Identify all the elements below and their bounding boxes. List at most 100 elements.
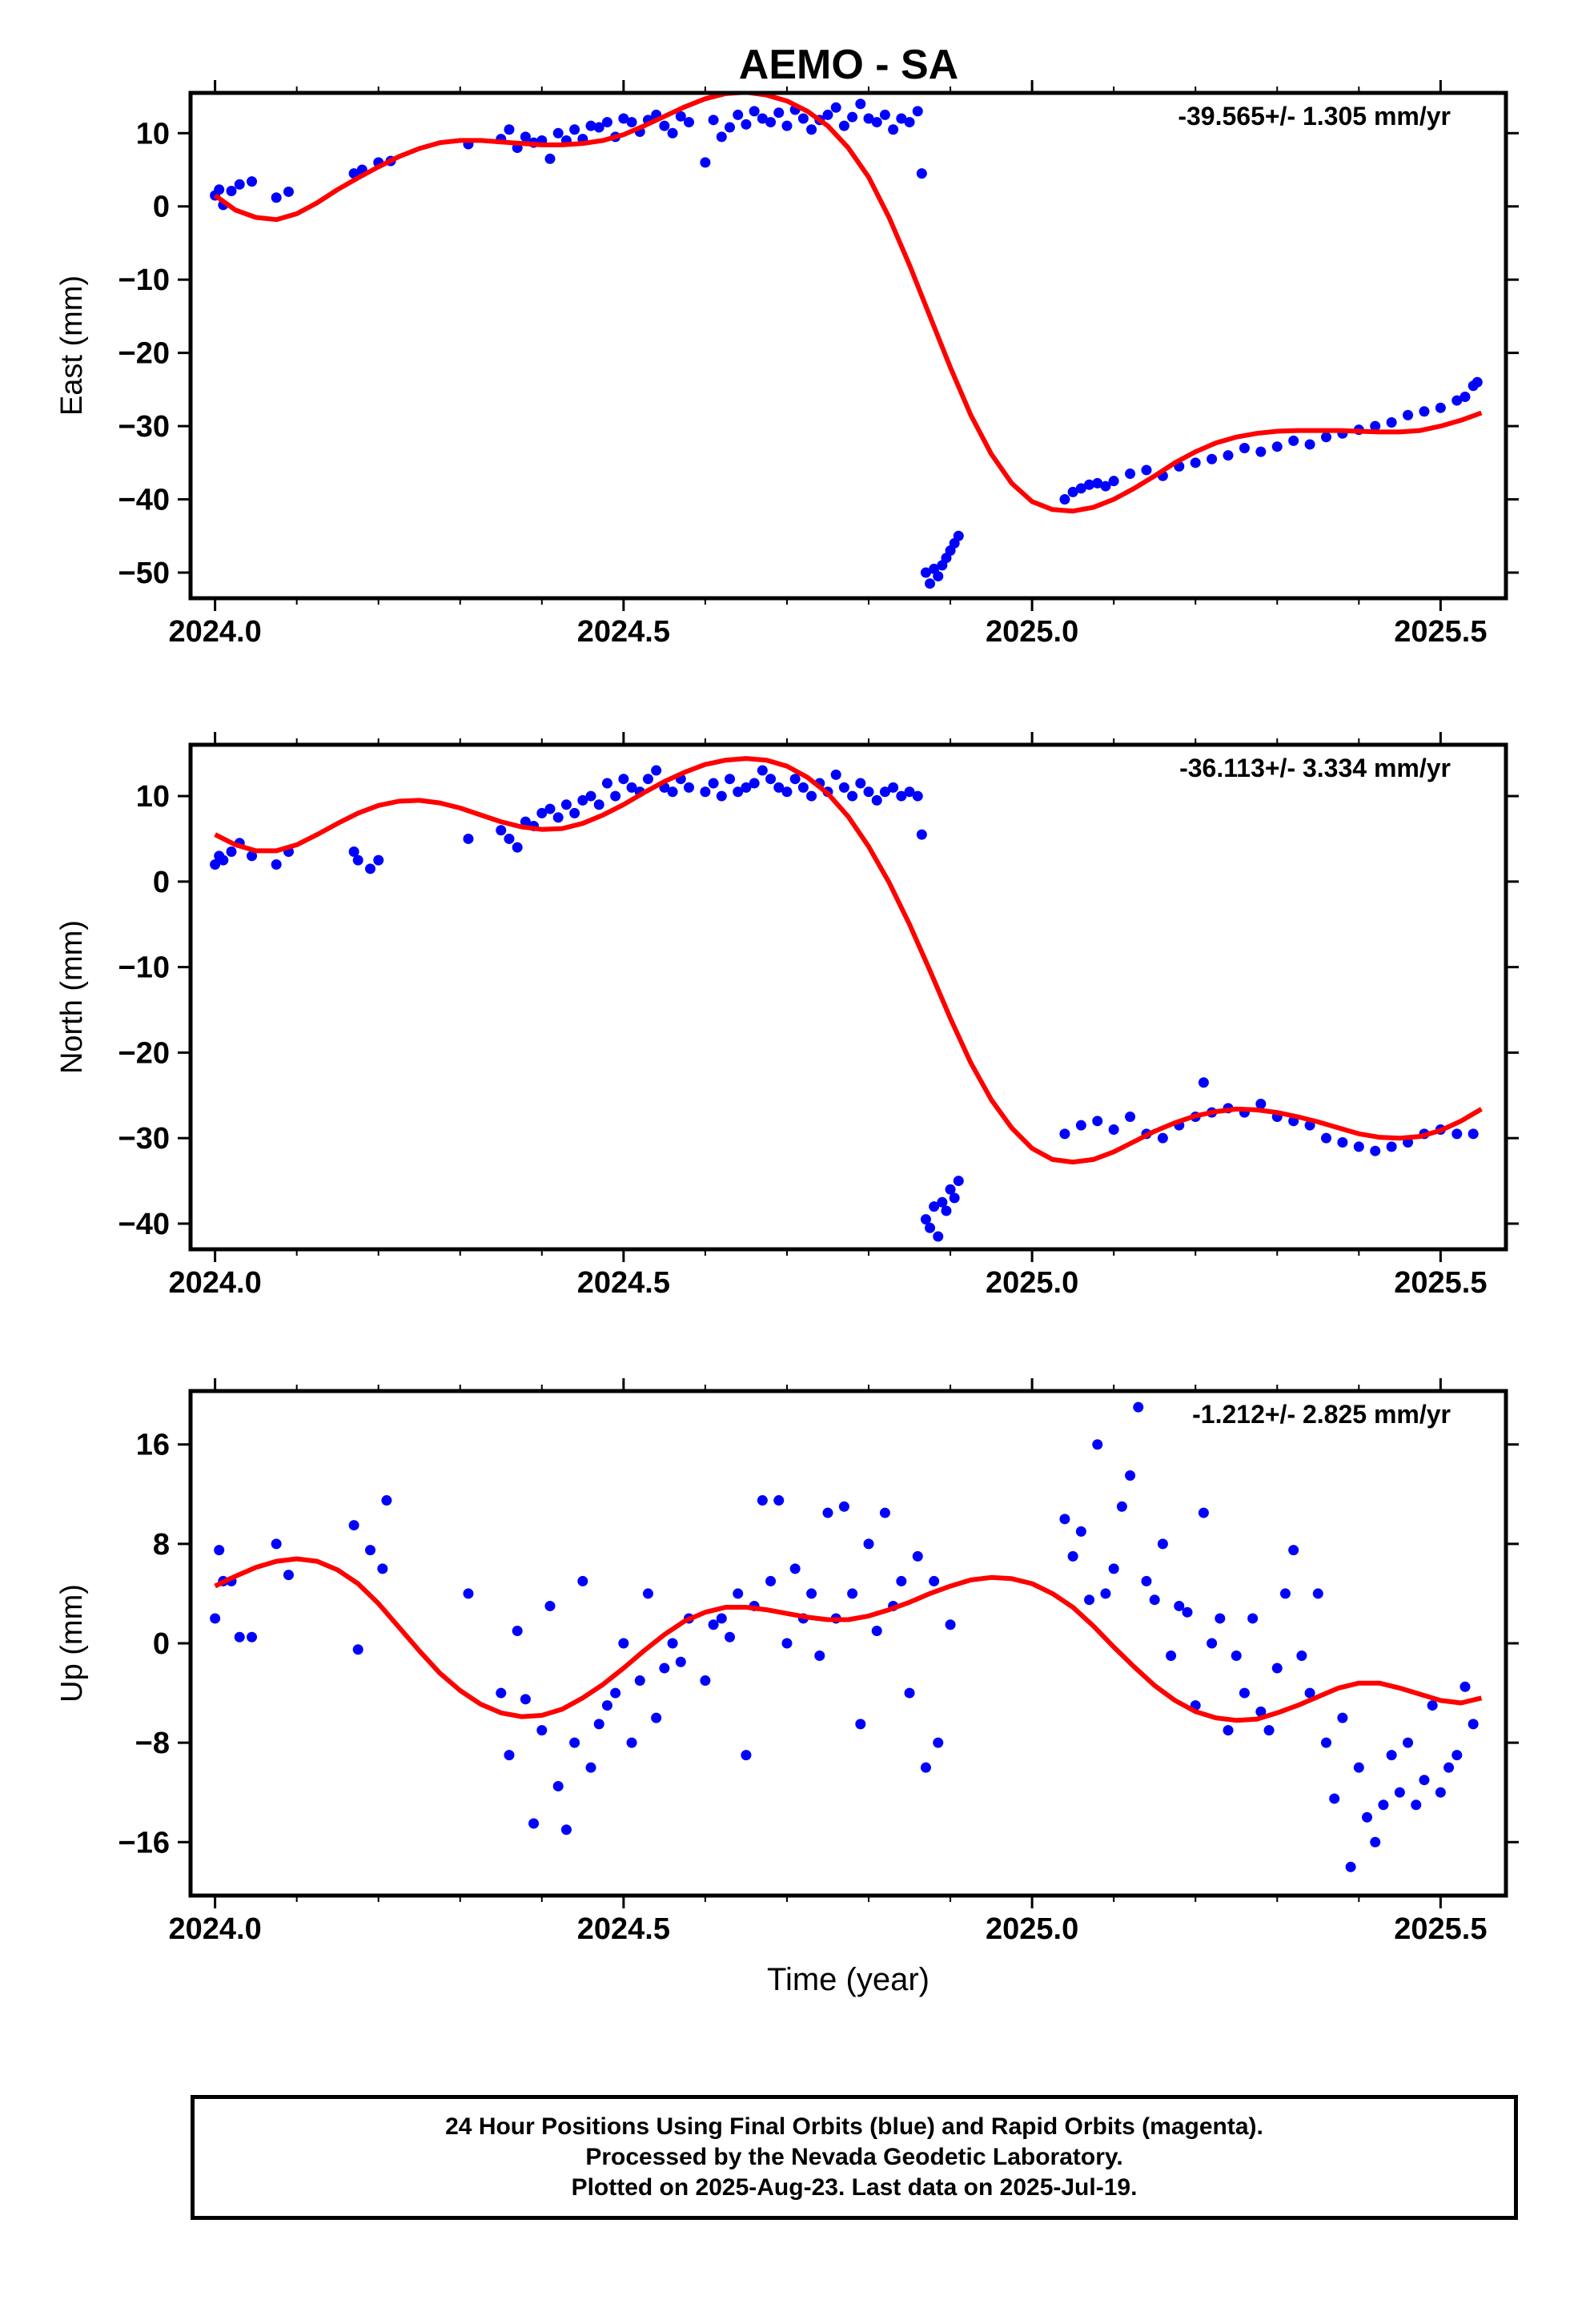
data-point — [377, 1563, 388, 1574]
x-tick-label: 2025.5 — [1394, 1266, 1487, 1300]
data-point — [1157, 1538, 1168, 1550]
data-point — [1255, 1098, 1267, 1109]
data-point — [569, 1737, 580, 1748]
y-tick-label: 0 — [153, 191, 170, 224]
data-point — [1370, 1145, 1381, 1156]
data-point — [953, 530, 964, 541]
data-point — [749, 106, 760, 117]
data-point — [733, 1588, 744, 1599]
data-point — [1271, 1663, 1283, 1674]
data-point — [271, 192, 282, 203]
data-point — [1084, 1594, 1095, 1606]
data-points — [210, 765, 1479, 1242]
data-point — [365, 863, 376, 875]
data-point — [855, 99, 866, 110]
data-point — [626, 117, 637, 128]
data-point — [789, 1563, 801, 1574]
y-tick-label: −50 — [118, 557, 170, 590]
data-point — [1468, 1719, 1479, 1730]
data-point — [733, 786, 744, 798]
data-point — [708, 778, 719, 789]
data-point — [1116, 1501, 1127, 1512]
y-tick-label: −10 — [118, 951, 170, 985]
data-point — [1435, 402, 1446, 413]
data-point — [708, 115, 719, 126]
data-point — [879, 1507, 890, 1518]
data-point — [1279, 1588, 1291, 1599]
data-point — [520, 816, 531, 827]
data-point — [1247, 1613, 1259, 1624]
y-tick-label: −40 — [118, 484, 170, 517]
data-point — [929, 1575, 940, 1586]
panel-up: 2024.0 2024.5 2025.0 2025.5 −16 −8 0 8 16 Up (mm)… — [55, 1378, 1519, 1997]
data-point — [1198, 1507, 1209, 1518]
y-tick-label: −8 — [135, 1727, 170, 1760]
x-tick-label: 2025.0 — [986, 1266, 1078, 1300]
data-point — [651, 765, 662, 776]
y-tick-label: −16 — [118, 1826, 170, 1860]
data-point — [912, 106, 923, 117]
data-point — [577, 1575, 588, 1586]
data-point — [912, 1550, 923, 1562]
data-point — [528, 1818, 540, 1829]
data-point — [700, 786, 711, 798]
data-point — [916, 829, 927, 840]
data-point — [1472, 376, 1483, 388]
data-point — [725, 1631, 736, 1642]
data-point — [847, 1588, 858, 1599]
data-point — [536, 807, 548, 818]
data-point — [863, 113, 874, 124]
data-point — [271, 858, 282, 870]
data-point — [675, 1656, 686, 1667]
data-point — [933, 1737, 944, 1748]
data-point — [847, 790, 858, 802]
data-point — [552, 1780, 564, 1791]
data-point — [1084, 479, 1095, 490]
fit-line — [213, 93, 1483, 514]
data-point — [920, 1762, 931, 1773]
data-point — [806, 1588, 817, 1599]
data-point — [634, 1675, 645, 1687]
data-point — [1452, 1128, 1463, 1140]
data-point — [593, 799, 604, 810]
panel-north: 2024.0 2024.5 2025.0 2025.5 −40 −30 −20 −10 0 10 N… — [55, 732, 1519, 1300]
data-point — [933, 571, 944, 582]
footer-line-3: Plotted on 2025-Aug-23. Last data on 202… — [571, 2174, 1138, 2201]
data-point — [781, 786, 793, 798]
data-point — [797, 113, 809, 124]
data-point — [585, 1762, 596, 1773]
data-point — [757, 1495, 768, 1506]
data-point — [700, 1675, 711, 1687]
data-point — [1378, 1799, 1389, 1811]
data-point — [593, 1719, 604, 1730]
data-point — [601, 117, 612, 128]
data-point — [1370, 420, 1381, 432]
data-point — [1320, 1132, 1331, 1144]
data-point — [725, 774, 736, 785]
data-point — [1149, 1594, 1160, 1606]
data-point — [1288, 435, 1299, 446]
data-point — [210, 1613, 221, 1624]
data-point — [1353, 1762, 1364, 1773]
data-point — [879, 109, 890, 120]
data-point — [1067, 486, 1078, 497]
data-point — [618, 774, 629, 785]
data-point — [1239, 1687, 1250, 1699]
data-point — [520, 131, 531, 143]
data-point — [933, 1231, 944, 1242]
y-tick-label: 8 — [153, 1528, 170, 1562]
data-point — [1092, 1116, 1103, 1127]
data-point — [1174, 1600, 1185, 1611]
data-point — [888, 782, 899, 793]
y-axis-label: East (mm) — [55, 275, 89, 416]
data-point — [945, 1184, 956, 1195]
data-point — [716, 131, 727, 143]
data-point — [904, 786, 915, 798]
data-point — [601, 1700, 612, 1711]
y-tick-label: 0 — [153, 866, 170, 899]
data-point — [1403, 409, 1414, 420]
x-tick-label: 2025.0 — [986, 615, 1078, 649]
data-point — [504, 1750, 515, 1761]
data-point — [937, 1196, 948, 1208]
data-point — [496, 825, 507, 836]
